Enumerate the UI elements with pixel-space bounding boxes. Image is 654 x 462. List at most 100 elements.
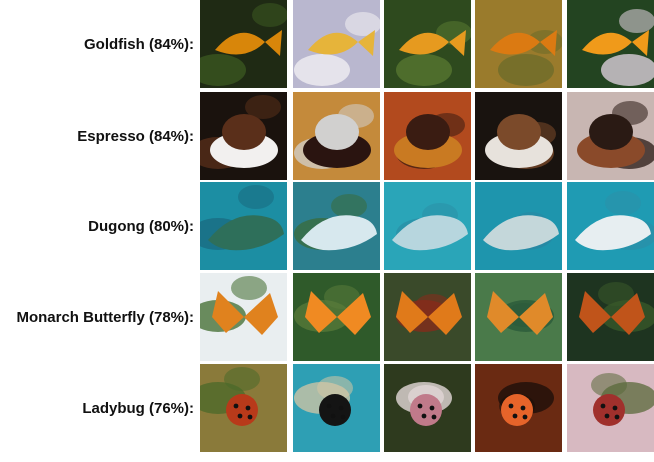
thumbnail-strip [200,364,654,452]
thumbnail-subject [483,215,559,251]
thumbnail-image [200,92,287,180]
thumbnail-image [567,92,654,180]
thumbnail-subject [501,394,533,426]
thumbnail-svg [475,182,562,270]
thumbnail-svg [200,92,287,180]
thumbnail-accent-shape [224,367,260,391]
thumbnail-subject [396,291,462,335]
thumbnail-accent-shape [619,9,654,33]
thumbnail-strip [200,0,654,88]
thumbnail-svg [293,0,380,88]
thumbnail-svg [384,0,471,88]
thumbnail-image [384,0,471,88]
thumbnail-svg [384,273,471,361]
thumbnail-svg [567,92,654,180]
thumbnail-subject [410,394,442,426]
thumbnail-subject [485,114,553,168]
thumbnail-strip [200,182,654,270]
thumbnail-subject [303,114,371,168]
category-label: Monarch Butterfly (78%): [16,308,194,326]
thumbnail-image [384,182,471,270]
category-label: Espresso (84%): [77,127,194,145]
thumbnail-subject [308,30,375,56]
thumbnail-subject [593,394,625,426]
thumbnail-subject [582,30,649,56]
thumbnail-image [293,182,380,270]
thumbnail-accent-shape [396,54,452,86]
thumbnail-subject [319,394,351,426]
thumbnail-accent-shape [200,54,246,86]
thumbnail-accent-shape [252,3,287,27]
thumbnail-subject [392,215,468,251]
thumbnail-accent-shape [331,194,367,218]
thumbnail-image [567,0,654,88]
thumbnail-svg [475,364,562,452]
thumbnail-subject [394,114,462,168]
category-label: Dugong (80%): [88,217,194,235]
thumbnail-image [475,273,562,361]
thumbnail-subject [399,30,466,56]
thumbnail-svg [293,92,380,180]
thumbnail-accent-shape [245,95,281,119]
thumbnail-svg [567,182,654,270]
thumbnail-image [475,0,562,88]
thumbnail-accent-shape [317,376,353,400]
thumbnail-subject [301,215,377,251]
thumbnail-subject [226,394,258,426]
thumbnail-image [475,182,562,270]
thumbnail-svg [475,273,562,361]
thumbnail-image [384,364,471,452]
thumbnail-image [293,92,380,180]
thumbnail-accent-shape [601,54,654,86]
category-row: Goldfish (84%): [0,0,654,88]
thumbnail-image [384,273,471,361]
category-row: Ladybug (76%): [0,364,654,452]
thumbnail-svg [200,0,287,88]
thumbnail-image [293,273,380,361]
thumbnail-accent-shape [324,285,360,309]
thumbnail-accent-shape [345,12,380,36]
thumbnail-image [475,92,562,180]
thumbnail-svg [293,182,380,270]
thumbnail-subject [210,114,278,168]
category-row: Monarch Butterfly (78%): [0,273,654,361]
thumbnail-svg [293,364,380,452]
thumbnail-svg [200,364,287,452]
thumbnail-image [475,364,562,452]
thumbnail-image [567,273,654,361]
category-label: Goldfish (84%): [83,35,194,53]
thumbnail-subject [487,291,553,335]
thumbnail-accent-shape [498,54,554,86]
thumbnail-svg [567,273,654,361]
thumbnail-accent-shape [231,276,267,300]
thumbnail-accent-shape [591,373,627,397]
category-row: Espresso (84%): [0,92,654,180]
thumbnail-svg [384,364,471,452]
thumbnail-image [200,0,287,88]
thumbnail-image [293,364,380,452]
thumbnail-subject [208,215,284,251]
thumbnail-subject [305,291,371,335]
category-row: Dugong (80%): [0,182,654,270]
thumbnail-subject [577,114,645,168]
thumbnail-accent-shape [238,185,274,209]
thumbnail-subject [575,215,651,251]
thumbnail-image [384,92,471,180]
thumbnail-svg [384,92,471,180]
thumbnail-strip [200,92,654,180]
thumbnail-svg [475,0,562,88]
thumbnail-svg [567,0,654,88]
thumbnail-image [567,182,654,270]
thumbnail-image [567,364,654,452]
thumbnail-svg [200,273,287,361]
thumbnail-svg [200,182,287,270]
thumbnail-subject [490,30,557,56]
thumbnail-svg [475,92,562,180]
thumbnail-accent-shape [294,54,350,86]
thumbnail-image [200,364,287,452]
thumbnail-accent-shape [605,191,641,215]
thumbnail-image [293,0,380,88]
thumbnail-svg [384,182,471,270]
thumbnail-image [200,182,287,270]
